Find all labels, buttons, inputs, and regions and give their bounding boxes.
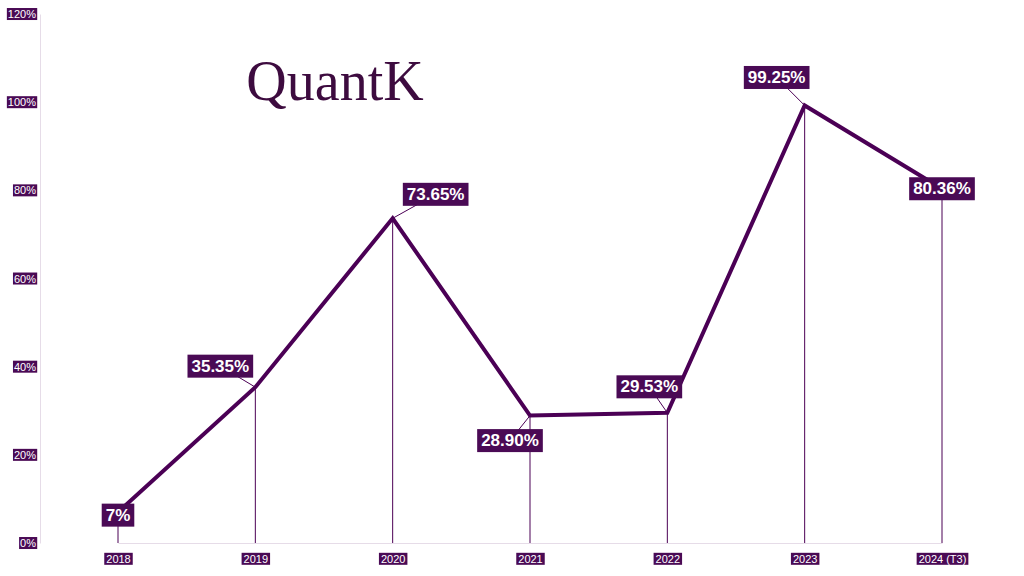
y-axis: 0% 20% 40% 60% 80% 100% 120% (7, 8, 41, 549)
title: QuantK (246, 50, 423, 112)
label-box (7, 96, 37, 108)
label-box (791, 553, 819, 565)
drop-line (942, 189, 943, 543)
data-label-box (403, 183, 469, 206)
y-tick: 80% (13, 184, 40, 196)
plot (118, 105, 942, 543)
data-label-text: 99.25% (748, 68, 806, 87)
data-label: 80.36% (909, 177, 975, 200)
y-axis-line (40, 15, 41, 544)
y-tick-label: 0% (20, 537, 36, 549)
data-label-text: 73.65% (407, 185, 465, 204)
y-tick-label: 20% (14, 449, 36, 461)
x-tick-label: 2021 (518, 553, 542, 565)
data-label-box (909, 177, 975, 200)
x-tick: 2019 (242, 543, 270, 565)
y-tick: 120% (7, 8, 40, 20)
x-tick: 2024 (T3) (917, 543, 969, 565)
y-tick-label: 80% (14, 184, 36, 196)
label-box (13, 449, 37, 461)
label-box (104, 553, 132, 565)
x-tick-label: 2019 (244, 553, 268, 565)
data-label-box (744, 66, 810, 89)
data-labels: 7% 35.35% 73.65% 28.90% 29.53% 99.25% 80.36% (102, 66, 975, 527)
data-label-box (102, 504, 135, 527)
label-box (654, 553, 682, 565)
drop-line (392, 218, 393, 543)
data-label: 7% (102, 504, 135, 527)
label-box (13, 184, 37, 196)
x-tick-label: 2024 (T3) (919, 553, 967, 565)
data-label-text: 80.36% (913, 179, 971, 198)
x-tick-label: 2023 (793, 553, 817, 565)
drop-line (667, 413, 668, 543)
data-label-box (187, 355, 253, 378)
label-box (7, 8, 37, 20)
data-label-text: 35.35% (191, 357, 249, 376)
drop-line (804, 105, 805, 543)
chart: QuantK 0% 20% 40% 60% 80% 100% 120% 2018 2019 2020… (0, 0, 1024, 576)
x-tick-label: 2018 (106, 553, 130, 565)
data-label: 29.53% (616, 375, 682, 413)
x-tick: 2021 (516, 543, 544, 565)
y-tick: 100% (7, 96, 40, 108)
y-tick: 60% (13, 273, 40, 285)
data-label: 99.25% (744, 66, 810, 106)
label-box (516, 553, 544, 565)
x-tick: 2020 (379, 543, 407, 565)
y-tick-label: 60% (14, 273, 36, 285)
y-tick: 0% (19, 537, 40, 549)
y-tick: 20% (13, 449, 40, 461)
label-box (13, 273, 37, 285)
line (118, 105, 942, 512)
x-tick-label: 2022 (656, 553, 680, 565)
data-label-box (477, 429, 543, 452)
y-tick-label: 40% (14, 361, 36, 373)
label-box (379, 553, 407, 565)
y-tick-label: 120% (8, 8, 36, 20)
x-axis-line (119, 543, 943, 544)
label-box (19, 537, 37, 549)
data-label-text: 28.90% (481, 431, 539, 450)
label-box (242, 553, 270, 565)
x-tick: 2022 (654, 543, 682, 565)
drop-line (255, 387, 256, 543)
data-label: 73.65% (393, 183, 469, 219)
data-label-box (616, 375, 682, 398)
data-label-text: 7% (106, 506, 131, 525)
label-box (917, 553, 969, 565)
data-label-text: 29.53% (620, 377, 678, 396)
label-box (13, 361, 37, 373)
data-label: 28.90% (477, 416, 543, 453)
y-tick: 40% (13, 361, 40, 373)
x-tick-label: 2020 (381, 553, 405, 565)
x-tick: 2018 (104, 543, 132, 565)
x-tick: 2023 (791, 543, 819, 565)
x-axis: 2018 2019 2020 2021 2022 2023 2024 (T3) (104, 543, 968, 565)
data-label: 35.35% (187, 355, 255, 388)
y-tick-label: 100% (8, 96, 36, 108)
